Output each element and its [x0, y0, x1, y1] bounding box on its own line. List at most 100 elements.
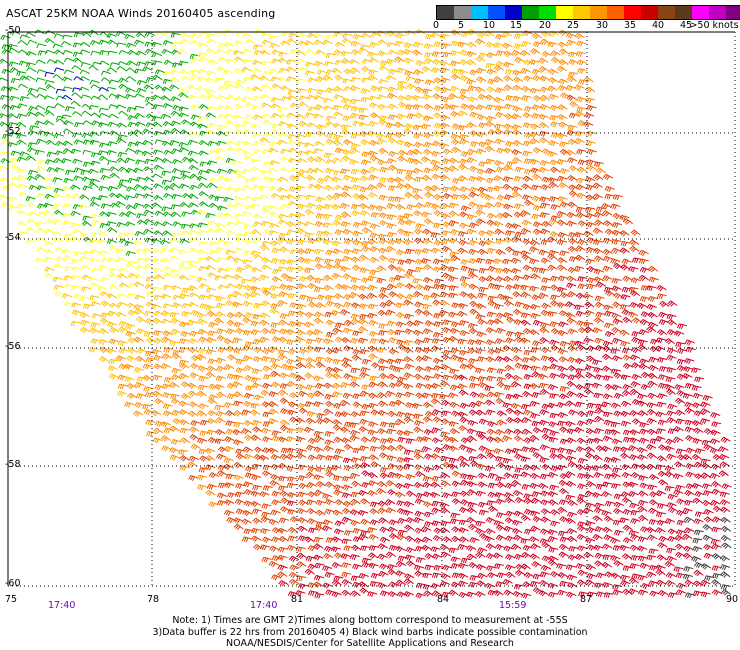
wind-barb: [468, 358, 479, 365]
wind-barb: [495, 87, 506, 94]
wind-barb: [540, 490, 551, 497]
wind-barb: [604, 473, 615, 480]
wind-barb: [35, 165, 47, 172]
wind-barb: [405, 535, 416, 542]
wind-barb: [485, 104, 496, 111]
wind-barb: [532, 95, 544, 102]
wind-barb: [305, 362, 316, 370]
wind-barb: [602, 210, 613, 217]
wind-barb: [611, 438, 623, 445]
wind-barb: [424, 553, 435, 560]
wind-barb: [549, 393, 560, 399]
wind-barb: [62, 203, 74, 209]
wind-barb: [172, 105, 183, 111]
wind-barb: [215, 256, 227, 263]
wind-barb: [304, 40, 315, 46]
wind-barb: [279, 328, 290, 335]
wind-barb: [295, 356, 306, 363]
wind-barb: [404, 70, 415, 77]
wind-barb: [286, 76, 297, 82]
wind-barb: [233, 374, 244, 381]
wind-barb: [271, 499, 282, 506]
wind-barb: [415, 60, 426, 67]
wind-barb: [460, 75, 471, 82]
wind-barb: [470, 460, 481, 467]
wind-barb: [179, 129, 191, 136]
wind-barb: [313, 60, 325, 67]
wind-barb: [10, 163, 21, 170]
wind-barb: [207, 398, 218, 405]
wind-barb: [324, 167, 336, 174]
wind-barb: [566, 39, 577, 46]
wind-barb: [52, 74, 63, 81]
wind-barb: [506, 316, 517, 324]
wind-barb: [430, 481, 441, 489]
wind-barb: [197, 328, 208, 336]
wind-barb: [325, 295, 336, 301]
wind-barb: [262, 161, 274, 167]
wind-barb: [521, 95, 532, 101]
wind-barb: [469, 382, 480, 389]
wind-barb: [303, 142, 315, 148]
wind-barb: [684, 383, 695, 389]
wind-barb: [216, 492, 228, 499]
wind-barb: [258, 454, 270, 462]
wind-barb: [612, 545, 623, 551]
wind-barb: [277, 564, 288, 571]
wind-barb: [262, 229, 274, 235]
wind-barb: [233, 347, 244, 354]
wind-barb: [549, 412, 560, 419]
wind-barb: [241, 96, 252, 102]
wind-barb: [484, 239, 495, 246]
wind-barb: [559, 386, 570, 392]
wind-barb: [341, 337, 352, 344]
wind-barb: [396, 500, 407, 507]
wind-barb: [361, 77, 372, 83]
wind-barb: [378, 400, 389, 408]
wind-barb: [315, 383, 326, 390]
wind-barb: [244, 284, 255, 292]
wind-barb: [198, 375, 209, 382]
wind-barb: [530, 365, 541, 372]
wind-barb: [170, 211, 182, 218]
wind-barb: [278, 349, 289, 356]
wind-barb: [675, 409, 686, 417]
wind-barb: [170, 120, 181, 126]
wind-barb: [636, 302, 648, 310]
wind-barb: [414, 266, 425, 273]
wind-barb: [286, 465, 297, 472]
wind-barb: [369, 245, 381, 253]
wind-barb: [43, 176, 55, 183]
wind-barb: [215, 375, 226, 382]
wind-barb: [648, 507, 659, 515]
wind-barb: [118, 179, 129, 185]
wind-barb: [307, 183, 319, 190]
wind-barb: [197, 365, 209, 372]
wind-barb: [540, 202, 551, 209]
wind-barb: [287, 95, 298, 101]
wind-barb: [107, 365, 118, 372]
wind-barb: [277, 106, 288, 113]
wind-barb: [405, 258, 416, 265]
wind-barb: [439, 527, 451, 534]
wind-barb: [225, 83, 237, 89]
wind-barb: [279, 490, 290, 498]
wind-barb: [250, 500, 262, 508]
wind-barb: [558, 372, 570, 380]
wind-barb: [369, 41, 380, 48]
wind-barb: [307, 301, 319, 309]
wind-barb: [190, 74, 201, 80]
wind-barb: [72, 111, 83, 117]
wind-barb: [388, 519, 400, 526]
wind-barb: [511, 186, 523, 193]
wind-barb: [556, 302, 568, 309]
wind-barb: [423, 501, 434, 508]
wind-barb: [405, 546, 416, 554]
wind-barb: [190, 362, 201, 370]
wind-barb: [711, 553, 723, 560]
wind-barb: [592, 239, 604, 246]
scale-label: 15: [509, 20, 523, 31]
wind-barb: [621, 258, 632, 265]
wind-barb: [19, 96, 30, 102]
wind-barb: [440, 264, 451, 271]
